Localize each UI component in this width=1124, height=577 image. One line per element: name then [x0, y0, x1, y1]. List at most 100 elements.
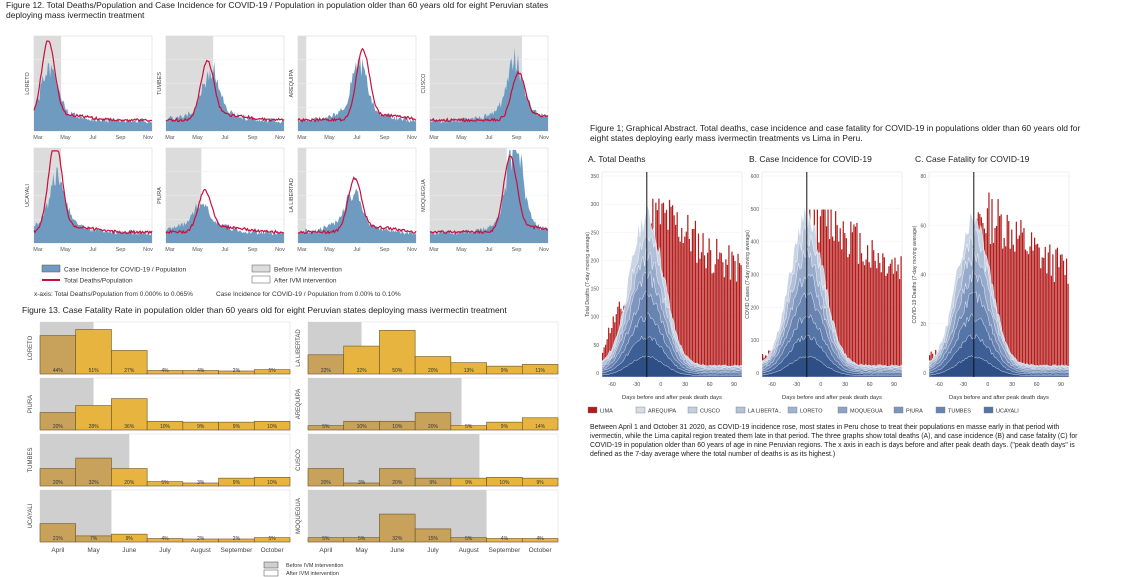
lima-bar [839, 228, 841, 377]
fig1-y-tick: 80 [920, 174, 926, 180]
fig13-month-tick: May [355, 547, 368, 554]
fig13-month-tick: July [159, 547, 171, 554]
lima-bar [608, 327, 610, 377]
legend-cases-swatch [41, 264, 61, 273]
lima-bar [729, 279, 732, 377]
cfr-label: 9% [233, 480, 241, 486]
lima-bar [827, 209, 829, 377]
fig12-x-tick: Nov [143, 247, 153, 253]
cfr-bar [521, 417, 559, 431]
fig1-x-tick: -60 [608, 382, 616, 388]
lima-bar [696, 262, 698, 377]
fig12-x-tick: Nov [143, 135, 153, 141]
case-incidence-area [298, 188, 416, 243]
lima-bar [1035, 244, 1037, 377]
fig1-y-tick: 150 [591, 287, 600, 293]
lima-bar [714, 264, 716, 377]
lima-bar [684, 236, 686, 377]
lima-bar [882, 253, 884, 377]
lima-bar [836, 225, 838, 377]
cfr-bar [521, 477, 559, 487]
lima-bar [888, 266, 890, 377]
lima-bar [699, 258, 701, 377]
fig12-x-tick: Nov [407, 247, 417, 253]
lima-bar [1055, 249, 1057, 377]
fig1-x-tick: 0 [659, 382, 662, 388]
lima-bar [885, 275, 887, 377]
lima-bar [679, 241, 681, 377]
cfr-label: 51% [89, 368, 100, 374]
lima-bar [898, 279, 901, 377]
fig13-month-tick: August [459, 547, 479, 554]
fig13-state-label: MOQUEGUA [296, 498, 302, 534]
lima-bar [710, 250, 712, 377]
fig12-panel-ucayali: UCAYALI Mar May Jul Sep Nov [25, 147, 153, 253]
cfr-label: 20% [124, 480, 135, 486]
fig1-y-tick: 300 [751, 273, 760, 279]
lima-bar [851, 232, 853, 377]
lima-bar [678, 236, 680, 377]
lima-bar [876, 268, 878, 377]
fig13-panel-la-libertad: 22% 32% 50% 20% 13% 9% 11% LA LIBERTAD [296, 321, 559, 375]
lima-bar [844, 233, 846, 377]
lima-bar [697, 233, 700, 377]
cfr-label: 4% [161, 536, 169, 542]
fig12-x-tick: Mar [165, 135, 175, 141]
lima-bar [738, 263, 741, 377]
cfr-bar [521, 364, 559, 375]
lima-bar [1006, 214, 1008, 377]
fig1-y-tick: 300 [591, 202, 600, 208]
fig13-month-tick: October [529, 547, 553, 554]
lima-bar [892, 273, 895, 377]
fig1-y-label: COVID Cases (7-day moving average) [745, 230, 751, 319]
fig1-legend-swatch [735, 406, 746, 414]
case-incidence-area [430, 47, 548, 131]
fig1-y-tick: 20 [920, 322, 926, 328]
cfr-label: 13% [464, 368, 475, 374]
cfr-label: 9% [233, 424, 241, 430]
fig12-x-tick: May [60, 247, 71, 253]
fig1-y-tick: 600 [751, 174, 760, 180]
fig1-y-tick: 50 [593, 343, 599, 349]
lima-bar [722, 262, 724, 377]
fig12-x-tick: Jul [89, 247, 96, 253]
lima-bar [859, 232, 861, 377]
legend-deaths-label: Total Deaths/Population [64, 278, 133, 285]
fig12-x-tick: Jul [485, 247, 492, 253]
lima-bar [900, 256, 902, 377]
lima-bar [685, 231, 687, 377]
cfr-label: 4% [197, 368, 205, 374]
cfr-bar [111, 468, 148, 487]
legend-before-label: Before IVM intervention [274, 267, 342, 274]
fig1-x-tick: 0 [986, 382, 989, 388]
lima-bar [740, 265, 742, 377]
cfr-label: 20% [53, 424, 64, 430]
fig1-x-tick: 30 [1009, 382, 1015, 388]
lima-bar [711, 273, 713, 377]
cfr-bar [253, 476, 291, 487]
lima-bar [1053, 281, 1055, 377]
fig1-y-tick: 100 [591, 315, 600, 321]
fig12-x-tick: Nov [275, 135, 285, 141]
legend-cases-label: Case Incidence for COVID-19 / Population [64, 267, 187, 274]
lima-bar [868, 262, 870, 377]
fig1-x-tick: 90 [891, 382, 897, 388]
cfr-bar [414, 412, 452, 431]
fig1-legend-swatch [587, 406, 598, 414]
fig12-panel-piura: PIURA Mar May Jul Sep Nov [157, 147, 285, 253]
fig13-state-label: AREQUIPA [296, 389, 302, 420]
lima-bar [690, 251, 692, 377]
panel-c-title: C. Case Fatality for COVID-19 [915, 154, 1030, 164]
lima-bar [1050, 275, 1052, 377]
lima-bar [1020, 219, 1022, 377]
case-incidence-area [298, 57, 416, 131]
fig12-panel-loreto: LORETO Mar May Jul Sep Nov [25, 35, 153, 141]
lima-bar [707, 252, 709, 377]
fig12-x-tick: Sep [248, 247, 258, 253]
cfr-bar [75, 405, 112, 431]
lima-bar [1059, 254, 1062, 377]
lima-bar [1000, 214, 1002, 377]
fig12-x-tick: Mar [429, 247, 439, 253]
cfr-label: 10% [267, 480, 278, 486]
fig13-state-label: UCAYALI [28, 503, 34, 528]
